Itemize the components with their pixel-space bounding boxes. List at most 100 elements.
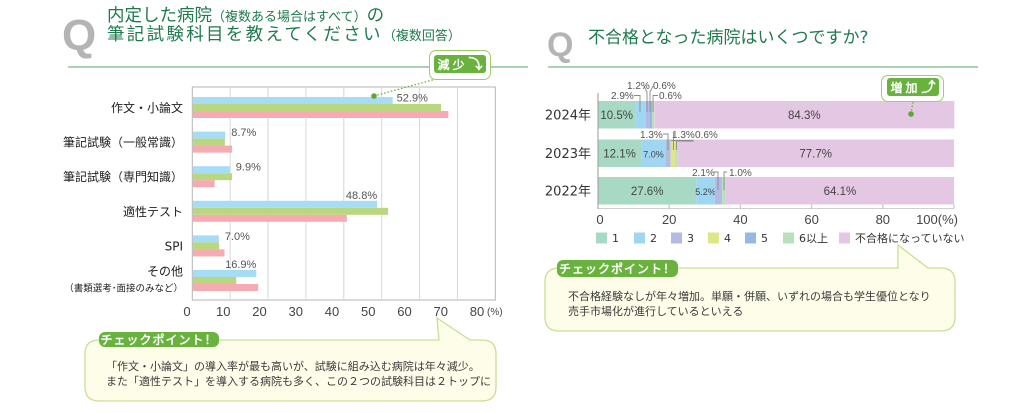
leader-line — [652, 95, 658, 112]
left-chart-written-exam-subjects: 0 10 20 30 40 50 60 70 80 (%) 作文・小論文 52.9% 筆記試験（一般常識… — [63, 78, 503, 319]
legend-swatch — [839, 232, 850, 244]
bar-segment — [598, 139, 642, 167]
bar — [192, 138, 225, 146]
bar-segment — [725, 177, 954, 205]
category-label: 適性テスト — [123, 204, 183, 219]
q-icon: Q — [547, 26, 574, 64]
legend-swatch — [708, 232, 719, 244]
right-callout-box — [544, 243, 956, 332]
bar — [192, 277, 237, 284]
checkpoint-line: また「適性テスト」を導入する病院も多く、この２つの試験科目は２トップに — [106, 375, 491, 389]
leader-line — [643, 85, 648, 112]
right-title-divider — [548, 66, 978, 68]
title-tail: の — [366, 6, 385, 26]
data-label: 5.2% — [695, 187, 716, 197]
bar — [192, 166, 230, 174]
data-label: 1.3% — [672, 130, 695, 141]
leader-line — [714, 171, 719, 190]
x-tick-label: 40 — [733, 212, 747, 227]
legend-swatch — [634, 232, 645, 244]
bar-segment — [714, 177, 723, 205]
title-main: 筆記試験科目を教えてください — [107, 25, 383, 45]
data-label: 52.9% — [397, 93, 428, 105]
bar — [192, 131, 226, 139]
legend-label: 2 — [650, 232, 657, 245]
title-note: （複数回答） — [382, 29, 461, 44]
bar-segment — [677, 139, 954, 167]
title-note: （複数ある場合はすべて） — [212, 10, 367, 25]
leader-line — [634, 95, 641, 112]
bar-segment — [635, 101, 646, 129]
leader-line — [723, 171, 727, 190]
x-tick-label: 10 — [216, 304, 230, 319]
bar — [192, 235, 219, 243]
x-tick-label: 80 — [470, 304, 484, 319]
bar-segment — [722, 177, 726, 205]
category-label: その他 — [147, 265, 183, 279]
badge-connector — [373, 78, 437, 97]
badge-anchor-dot — [908, 111, 914, 117]
category-label: SPI — [165, 239, 183, 253]
bar — [192, 145, 233, 153]
bar — [192, 242, 220, 250]
year-label: 2024年 — [545, 108, 591, 123]
left-title-divider — [68, 66, 528, 68]
checkpoint-tag: チェックポイント！ — [99, 332, 219, 347]
x-tick-label: 40 — [325, 304, 339, 319]
bar — [192, 284, 259, 291]
curved-arrow-up-icon: ⤴ — [921, 80, 936, 96]
x-tick-label: 0 — [596, 212, 603, 227]
category-label: 筆記試験（一般常識） — [63, 135, 183, 150]
category-label: 作文・小論文 — [111, 100, 183, 115]
x-tick-label: 60 — [397, 304, 411, 319]
x-tick-label: 20 — [252, 304, 266, 319]
data-label: 7.0% — [643, 149, 664, 159]
bar-segment — [652, 101, 655, 129]
data-label: 48.8% — [346, 190, 377, 202]
data-label: 12.1% — [603, 148, 636, 160]
leader-line — [663, 133, 669, 150]
legend-swatch — [596, 232, 607, 244]
left-checkpoint-text: 「作文・小論文」の導入率が最も高いが、試験に組み込む病院は年々減少。 また「適性… — [106, 359, 491, 390]
bar — [192, 180, 215, 188]
year-label: 2023年 — [545, 147, 591, 162]
curved-arrow-down-icon: ⤵ — [468, 57, 483, 73]
bar-segment — [649, 101, 653, 129]
category-label: 筆記試験（専門知識） — [63, 169, 183, 184]
bar-segment — [654, 101, 955, 129]
legend-label: 4 — [724, 232, 731, 245]
data-label: 84.3% — [788, 110, 821, 122]
data-label: 2.9% — [611, 91, 634, 102]
bar — [192, 207, 389, 215]
checkpoint-line: 「作文・小論文」の導入率が最も高いが、試験に組み込む病院は年々減少。 — [106, 360, 480, 373]
data-label: 0.6% — [653, 81, 676, 92]
data-label: 10.5% — [600, 110, 633, 122]
x-tick-label: 70 — [434, 304, 448, 319]
badge-text: 減少 — [437, 57, 468, 72]
bar-segment — [670, 139, 676, 167]
x-tick-label: 100(%) — [916, 212, 958, 227]
bar-segment — [598, 101, 636, 129]
right-checkpoint-text: 不合格経験なしが年々増加。単願・併願、いずれの場合も学生優位となり 売手市場化が… — [568, 289, 931, 320]
data-label: 27.6% — [631, 186, 664, 198]
checkpoint-line: 不合格経験なしが年々増加。単願・併願、いずれの場合も学生優位となり — [568, 290, 931, 303]
checkpoint-line: 売手市場化が進行しているといえる — [568, 305, 744, 319]
legend-label: 3 — [687, 232, 694, 245]
x-tick-label: 80 — [876, 212, 890, 227]
bar — [192, 200, 378, 208]
data-label: 8.7% — [231, 127, 256, 139]
data-label: 0.6% — [659, 91, 682, 102]
badge-text: 増加 — [890, 80, 921, 95]
legend-label: 1 — [612, 232, 619, 245]
bar-segment — [675, 139, 678, 167]
checkpoint-tag: チェックポイント！ — [557, 260, 678, 277]
data-label: 0.6% — [695, 130, 718, 141]
badge-anchor-dot — [371, 93, 377, 99]
x-unit-label: (%) — [487, 307, 503, 318]
q-icon: Q — [62, 11, 97, 60]
legend-swatch — [671, 232, 682, 244]
bar — [192, 173, 233, 181]
